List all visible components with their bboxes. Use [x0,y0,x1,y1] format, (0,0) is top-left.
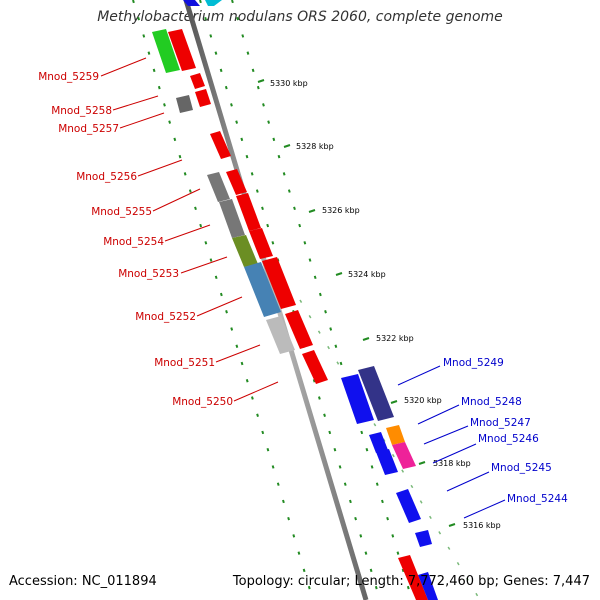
gene-block[interactable] [358,366,394,421]
kbp-tick [448,523,456,527]
gene-label[interactable]: Mnod_5252 [135,311,196,323]
gene-block[interactable] [210,131,231,159]
gene-block[interactable] [205,0,222,6]
gene-block[interactable] [398,555,428,600]
leader-line [446,471,490,492]
gene-label[interactable]: Mnod_5246 [478,433,539,445]
leader-line [233,381,279,402]
gene-block[interactable] [244,262,281,317]
gene-block[interactable] [392,442,416,469]
kbp-tick-label: 5322 kbp [376,334,414,343]
gene-block[interactable] [168,29,196,71]
leader-line [119,112,165,129]
gene-label[interactable]: Mnod_5247 [470,417,531,429]
far-right-dotted-track [299,299,481,600]
map-title: Methylobacterium nodulans ORS 2060, comp… [97,9,503,25]
kbp-tick [362,337,370,341]
gene-label[interactable]: Mnod_5255 [91,206,152,218]
gene-block[interactable] [219,199,245,238]
genome-summary-text: Topology: circular; Length: 7,772,460 bp… [232,574,590,589]
gene-block[interactable] [418,572,438,600]
leader-line [152,188,201,212]
right-dotted-track [231,0,413,600]
gene-block[interactable] [152,29,180,73]
gene-label[interactable]: Mnod_5257 [58,123,119,135]
leader-line [397,365,441,386]
gene-label[interactable]: Mnod_5259 [38,71,99,83]
leader-line [180,256,228,274]
gene-block[interactable] [183,0,200,6]
leader-line [432,443,477,464]
gene-block[interactable] [249,228,273,259]
gene-block[interactable] [341,374,374,424]
inner-dotted-track [132,0,314,600]
leader-line [463,499,506,519]
gene-block[interactable] [195,89,211,107]
gene-block[interactable] [376,449,398,475]
gene-block[interactable] [266,316,295,354]
leader-line [417,404,460,425]
accession-text: Accession: NC_011894 [9,574,157,589]
kbp-tick [390,400,398,404]
kbp-tick [308,209,316,213]
leader-line [100,57,147,77]
gene-block[interactable] [190,73,205,89]
gene-block[interactable] [207,172,230,202]
gene-block[interactable] [226,169,247,195]
gene-label[interactable]: Mnod_5250 [172,396,233,408]
gene-label[interactable]: Mnod_5251 [154,357,215,369]
kbp-tick [257,79,265,83]
leader-line [112,95,159,111]
leader-line [164,224,211,242]
leader-line [196,296,243,317]
gene-block[interactable] [232,235,258,267]
kbp-tick-label: 5330 kbp [270,79,308,88]
kbp-tick-label: 5318 kbp [433,459,471,468]
leader-line [215,344,261,363]
gene-label[interactable]: Mnod_5249 [443,357,504,369]
gene-label[interactable]: Mnod_5254 [103,236,164,248]
kbp-tick-label: 5320 kbp [404,396,442,405]
left-leader-lines [100,57,279,402]
kbp-tick [283,144,291,148]
gene-label[interactable]: Mnod_5248 [461,396,522,408]
outer-dotted-track [199,0,381,600]
kbp-tick-label: 5328 kbp [296,142,334,151]
leader-line [137,159,183,177]
gene-block[interactable] [176,95,193,113]
gene-block[interactable] [262,257,296,309]
kbp-tick-label: 5326 kbp [322,206,360,215]
gene-block[interactable] [285,310,313,349]
gene-label[interactable]: Mnod_5244 [507,493,568,505]
gene-label[interactable]: Mnod_5258 [51,105,112,117]
kbp-tick [335,272,343,276]
gene-block[interactable] [302,350,328,384]
gene-block[interactable] [396,489,421,523]
right-leader-lines [397,365,506,519]
gene-block[interactable] [236,193,261,231]
gene-label[interactable]: Mnod_5245 [491,462,552,474]
gene-block[interactable] [369,432,388,453]
gene-label[interactable]: Mnod_5253 [118,268,179,280]
gene-block[interactable] [415,530,432,547]
kbp-tick-label: 5316 kbp [463,521,501,530]
kbp-tick-label: 5324 kbp [348,270,386,279]
leader-line [423,425,469,445]
gene-label[interactable]: Mnod_5256 [76,171,137,183]
gene-block[interactable] [386,425,405,445]
kbp-tick-marks [257,79,456,527]
kbp-tick [418,461,426,465]
